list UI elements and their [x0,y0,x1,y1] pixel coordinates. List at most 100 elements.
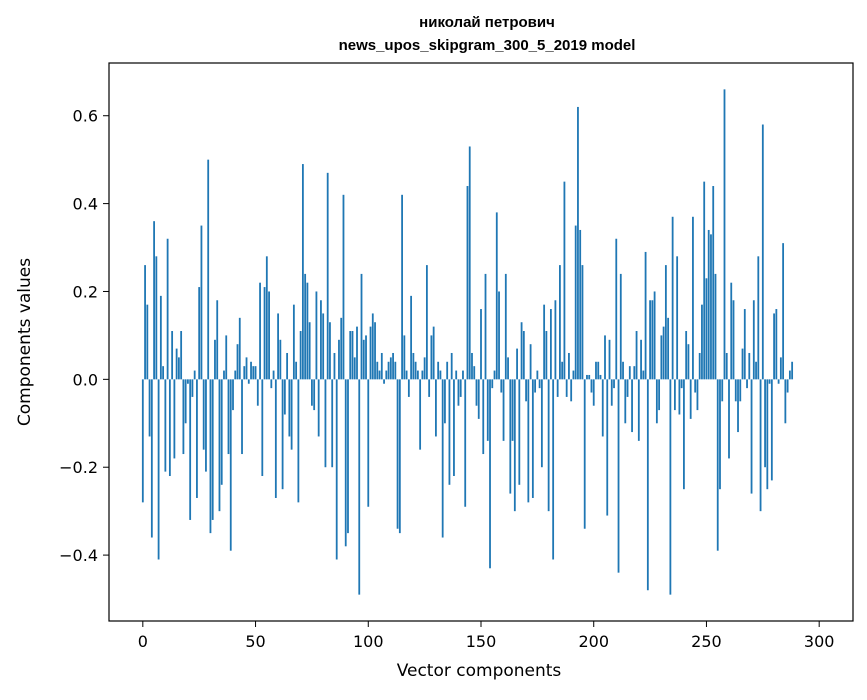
bar-104 [376,361,379,380]
bar-96 [358,379,361,595]
bar-163 [509,379,512,494]
bar-35 [220,379,223,485]
bar-198 [588,374,591,380]
bar-174 [534,379,537,393]
bar-48 [250,361,252,380]
bar-69 [297,379,300,503]
bar-201 [595,361,597,380]
bar-208 [610,379,613,406]
bar-12 [168,379,171,477]
bar-64 [286,352,289,380]
bar-158 [498,291,500,380]
bar-130 [435,379,437,437]
bar-6 [155,256,158,380]
bar-80 [322,313,325,380]
bar-21 [189,379,192,520]
bar-81 [324,379,327,468]
bar-231 [662,326,665,380]
bar-5 [153,221,155,380]
bar-8 [159,295,162,380]
bar-268 [746,379,748,389]
y-axis-ticks: −0.4 −0.2 0.0 0.2 0.4 0.6 [59,107,109,565]
bar-61 [279,339,282,380]
bar-137 [450,352,453,380]
bar-237 [676,256,679,380]
bar-202 [597,361,600,380]
bar-36 [223,370,225,380]
bar-93 [351,331,354,380]
bar-73 [306,282,309,380]
bar-101 [369,326,372,380]
bar-14 [173,379,176,459]
bar-2 [146,304,149,380]
x-axis-label: Vector components [397,661,562,681]
bar-252 [710,234,712,380]
bar-269 [748,352,751,380]
bar-261 [730,282,733,380]
x-tick-label: 100 [353,632,384,651]
bar-65 [288,379,291,437]
bar-197 [586,374,588,380]
bar-107 [383,379,385,384]
bar-185 [559,265,561,380]
bar-251 [707,229,710,380]
bar-286 [786,379,789,393]
bar-77 [315,291,318,380]
bar-249 [703,181,706,380]
bar-188 [565,379,568,397]
bar-23 [193,370,196,380]
bar-224 [646,379,649,591]
bar-233 [667,317,670,380]
bar-135 [446,361,449,380]
y-tick-label: 0.4 [73,195,98,214]
bar-157 [495,212,498,380]
bar-47 [247,379,250,384]
bar-279 [770,379,773,481]
bar-70 [299,331,302,380]
bar-58 [272,370,275,380]
bar-167 [518,379,521,485]
bar-177 [540,379,543,468]
bar-214 [624,379,627,424]
bar-41 [234,370,237,380]
bar-105 [378,370,381,380]
bar-76 [313,379,316,411]
x-tick-label: 250 [691,632,722,651]
bar-94 [353,357,356,380]
bar-136 [448,379,451,485]
bar-181 [549,309,552,380]
bar-153 [486,379,489,441]
bar-236 [673,379,676,411]
bar-199 [590,379,593,393]
bar-186 [561,361,564,380]
bar-113 [396,379,399,529]
bar-175 [536,370,539,380]
bar-147 [473,366,476,380]
bar-178 [543,304,546,380]
bar-160 [502,379,505,441]
bar-265 [739,379,742,402]
bar-242 [687,344,690,380]
bar-235 [671,216,674,380]
x-tick-label: 50 [245,632,265,651]
bar-223 [644,251,647,380]
bar-193 [577,106,579,380]
bar-121 [414,361,417,380]
bar-111 [392,352,394,380]
bar-103 [374,322,376,380]
bar-145 [468,146,471,380]
bar-176 [538,379,541,389]
bar-43 [238,317,241,380]
bar-280 [773,313,775,380]
bar-148 [475,379,478,406]
bar-118 [407,379,410,397]
bar-139 [455,370,458,380]
bar-67 [292,304,295,380]
bar-18 [182,379,185,455]
bar-72 [304,273,307,380]
bar-229 [658,379,661,411]
bar-42 [236,344,239,380]
bar-212 [619,273,622,380]
bar-238 [678,379,681,415]
plot-frame [108,62,854,622]
